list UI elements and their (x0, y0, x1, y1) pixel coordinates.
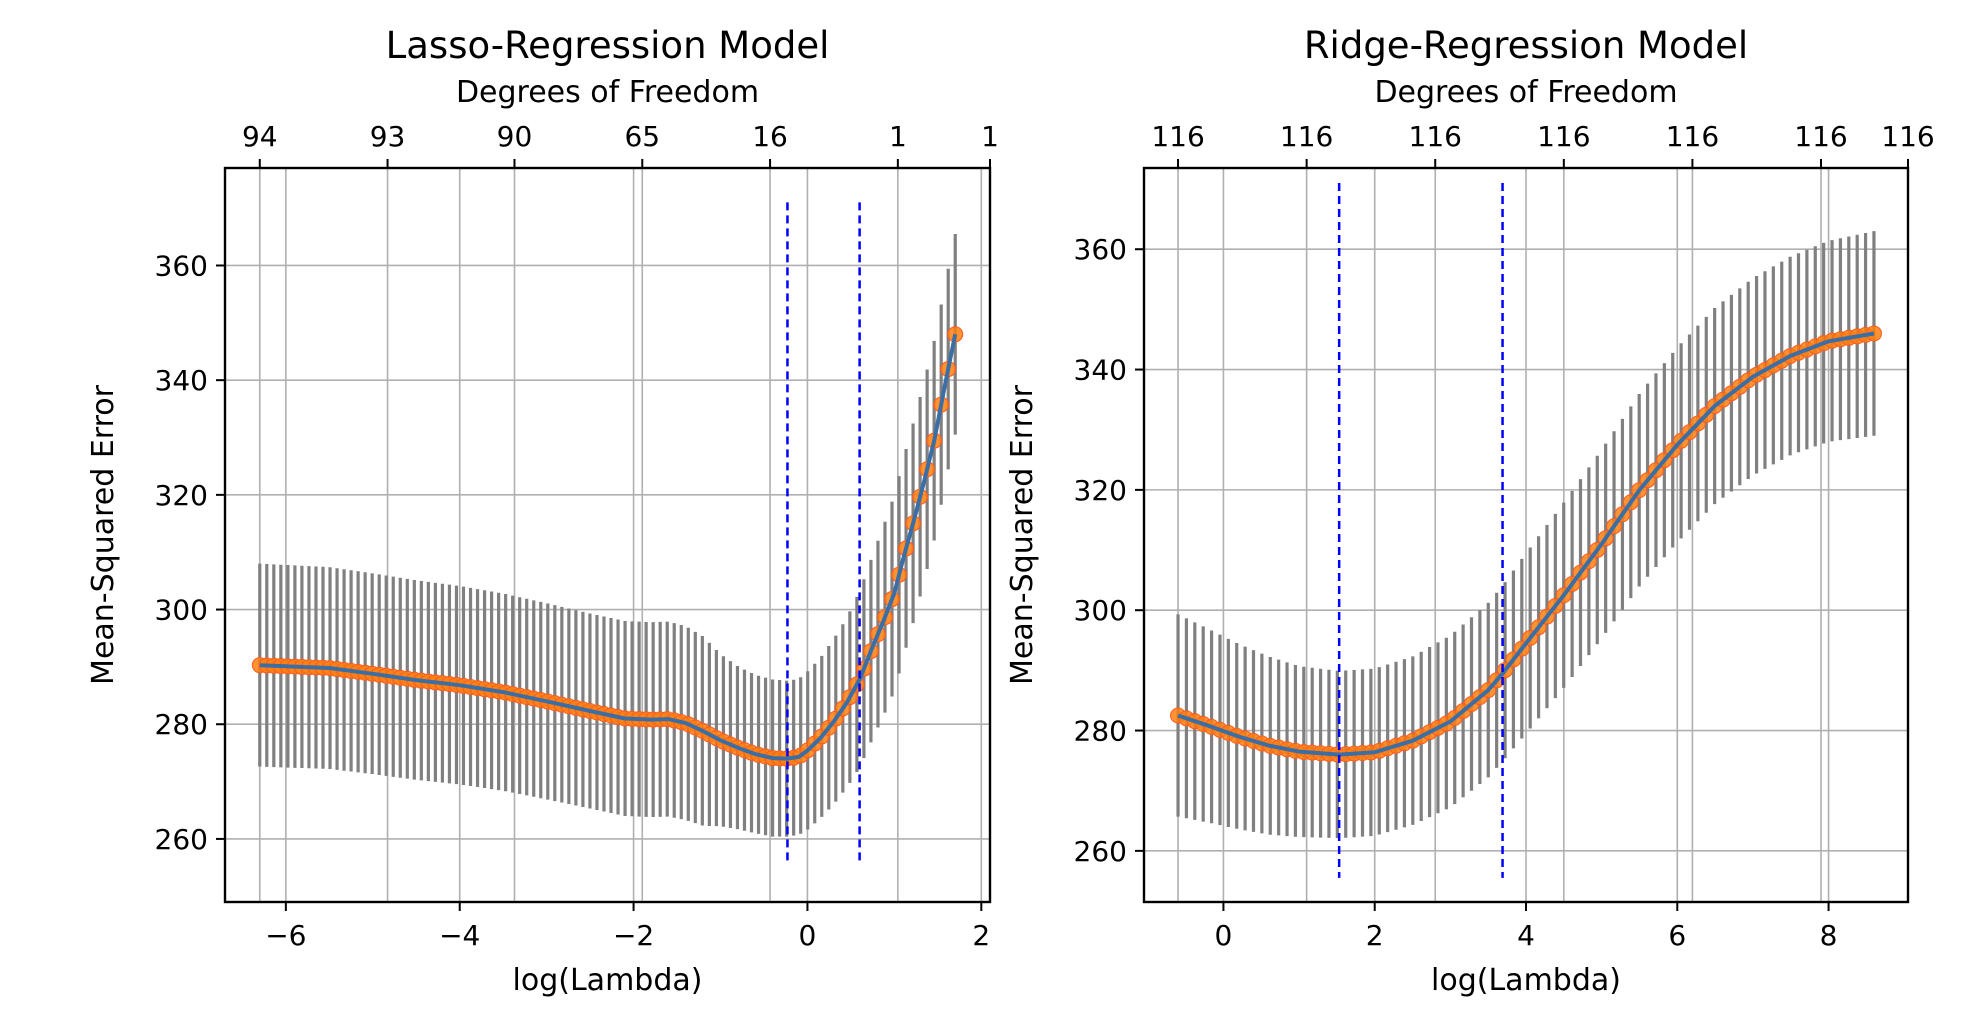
x-tick-label: 4 (1517, 919, 1535, 952)
x-tick-label: 8 (1820, 919, 1838, 952)
top-tick-label: 116 (1537, 120, 1590, 153)
x-tick-label: 6 (1668, 919, 1686, 952)
y-axis-label: Mean-Squared Error (1005, 384, 1040, 685)
x-tick-label: −2 (613, 919, 654, 952)
x-tick-label: −6 (265, 919, 306, 952)
y-tick-label: 300 (1074, 594, 1127, 627)
y-tick-label: 340 (155, 364, 208, 397)
chart-panel-1: −6 −4 −2 0 2 94 93 90 65 16 1 1 260 280 300 320 340 360 La… (86, 24, 999, 998)
x-axis-label: log(Lambda) (1431, 963, 1621, 998)
top-tick-label: 116 (1409, 120, 1462, 153)
y-tick-label: 320 (1074, 474, 1127, 507)
top-tick-label: 116 (1280, 120, 1333, 153)
plot-frame (223, 166, 992, 904)
chart-title: Ridge-Regression Model (1304, 24, 1748, 67)
x-tick-label: 0 (799, 919, 817, 952)
top-tick-label: 16 (752, 120, 788, 153)
x-tick-label: −4 (439, 919, 480, 952)
x-tick-label: 0 (1215, 919, 1233, 952)
x-tick-label: 2 (972, 919, 990, 952)
y-tick-label: 280 (1074, 715, 1127, 748)
y-axis-label: Mean-Squared Error (86, 384, 121, 685)
series-line (259, 333, 958, 761)
y-tick-label: 320 (155, 479, 208, 512)
chart-title: Lasso-Regression Model (386, 24, 830, 67)
y-tick-label: 260 (1074, 835, 1127, 868)
top-tick-label: 90 (497, 120, 533, 153)
top-tick-label: 1 (981, 120, 999, 153)
chart-panel-2: 0 2 4 6 8 116 116 116 116 116 116 116 260 280 300 320 34… (1005, 24, 1935, 998)
y-tick-label: 260 (155, 823, 208, 856)
top-axis-label: Degrees of Freedom (1374, 75, 1677, 110)
y-tick-label: 360 (1074, 233, 1127, 266)
top-tick-label: 93 (370, 120, 406, 153)
y-tick-label: 280 (155, 708, 208, 741)
top-tick-label: 116 (1151, 120, 1204, 153)
top-tick-label: 94 (242, 120, 278, 153)
y-tick-label: 360 (155, 249, 208, 282)
y-tick-label: 340 (1074, 354, 1127, 387)
top-tick-label: 116 (1794, 120, 1847, 153)
x-tick-label: 2 (1366, 919, 1384, 952)
top-tick-label: 116 (1666, 120, 1719, 153)
top-tick-label: 1 (889, 120, 907, 153)
top-tick-label: 116 (1881, 120, 1934, 153)
series-line (1177, 331, 1875, 757)
top-axis-label: Degrees of Freedom (456, 75, 759, 110)
top-tick-label: 65 (624, 120, 660, 153)
y-tick-label: 300 (155, 594, 208, 627)
x-axis-label: log(Lambda) (513, 963, 703, 998)
